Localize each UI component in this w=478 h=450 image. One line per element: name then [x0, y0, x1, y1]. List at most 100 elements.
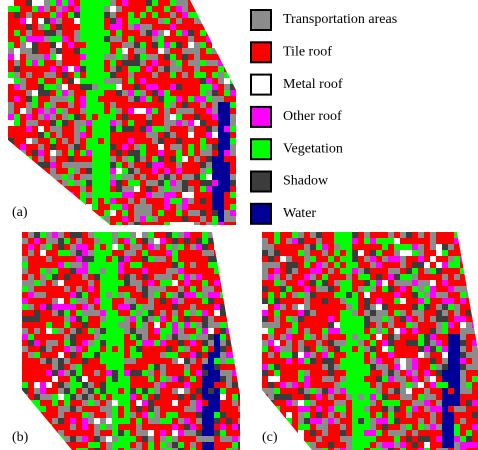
map-pixel	[172, 304, 178, 310]
map-pixel	[88, 286, 94, 292]
map-pixel	[334, 370, 340, 376]
map-pixel	[22, 262, 28, 268]
map-pixel	[52, 328, 58, 334]
map-pixel	[80, 186, 86, 192]
map-pixel	[352, 322, 358, 328]
map-pixel	[44, 144, 50, 150]
map-pixel	[140, 210, 146, 216]
map-pixel	[80, 222, 86, 225]
map-pixel	[442, 382, 448, 388]
map-pixel	[74, 72, 80, 78]
map-pixel	[334, 298, 340, 304]
map-pixel	[442, 340, 448, 346]
map-pixel	[118, 304, 124, 310]
map-pixel	[142, 322, 148, 328]
map-pixel	[214, 364, 220, 370]
map-pixel	[56, 60, 62, 66]
map-pixel	[40, 352, 46, 358]
legend-label: Metal roof	[283, 77, 343, 92]
map-pixel	[146, 210, 152, 216]
map-pixel	[178, 358, 184, 364]
map-pixel	[98, 162, 104, 168]
map-pixel	[466, 424, 472, 430]
map-pixel	[352, 442, 358, 448]
map-pixel	[418, 412, 424, 418]
map-pixel	[110, 156, 116, 162]
map-pixel	[280, 268, 286, 274]
map-pixel	[76, 334, 82, 340]
map-pixel	[412, 238, 418, 244]
map-pixel	[68, 78, 74, 84]
map-pixel	[112, 250, 118, 256]
map-pixel	[188, 180, 194, 186]
map-pixel	[298, 430, 304, 436]
map-pixel	[8, 162, 14, 168]
map-pixel	[352, 334, 358, 340]
map-pixel	[122, 210, 128, 216]
map-pixel	[418, 310, 424, 316]
map-pixel	[298, 370, 304, 376]
map-pixel	[194, 216, 200, 222]
map-pixel	[94, 382, 100, 388]
map-pixel	[94, 424, 100, 430]
map-pixel	[164, 204, 170, 210]
map-pixel	[184, 352, 190, 358]
map-pixel	[116, 174, 122, 180]
map-pixel	[310, 436, 316, 442]
map-pixel	[232, 412, 238, 418]
map-pixel	[376, 358, 382, 364]
map-pixel	[214, 316, 220, 322]
map-pixel	[202, 442, 208, 448]
map-pixel	[382, 322, 388, 328]
map-pixel	[166, 412, 172, 418]
map-pixel	[364, 418, 370, 424]
map-pixel	[232, 334, 238, 340]
map-pixel	[148, 418, 154, 424]
map-pixel	[286, 382, 292, 388]
map-pixel	[328, 310, 334, 316]
map-pixel	[206, 24, 212, 30]
map-pixel	[124, 238, 130, 244]
map-pixel	[196, 316, 202, 322]
map-pixel	[92, 138, 98, 144]
map-pixel	[268, 268, 274, 274]
map-pixel	[190, 286, 196, 292]
map-pixel	[182, 48, 188, 54]
map-pixel	[158, 186, 164, 192]
map-pixel	[82, 370, 88, 376]
map-pixel	[44, 60, 50, 66]
map-pixel	[20, 180, 26, 186]
map-pixel	[176, 126, 182, 132]
map-pixel	[22, 400, 28, 406]
map-pixel	[68, 222, 74, 225]
map-pixel	[460, 328, 466, 334]
map-pixel	[364, 232, 370, 238]
map-pixel	[262, 250, 268, 256]
map-pixel	[94, 328, 100, 334]
map-pixel	[26, 126, 32, 132]
map-pixel	[34, 232, 40, 238]
map-pixel	[178, 394, 184, 400]
map-pixel	[466, 400, 472, 406]
map-pixel	[112, 244, 118, 250]
map-pixel	[80, 144, 86, 150]
map-pixel	[208, 310, 214, 316]
map-pixel	[112, 334, 118, 340]
map-pixel	[46, 370, 52, 376]
map-pixel	[20, 114, 26, 120]
map-pixel	[110, 66, 116, 72]
map-pixel	[104, 66, 110, 72]
map-pixel	[46, 238, 52, 244]
map-pixel	[424, 244, 430, 250]
map-pixel	[152, 108, 158, 114]
map-pixel	[406, 436, 412, 442]
map-pixel	[400, 286, 406, 292]
map-pixel	[158, 42, 164, 48]
map-pixel	[400, 274, 406, 280]
map-pixel	[382, 376, 388, 382]
map-pixel	[86, 66, 92, 72]
map-pixel	[268, 274, 274, 280]
map-pixel	[74, 90, 80, 96]
map-pixel	[194, 180, 200, 186]
map-pixel	[124, 394, 130, 400]
